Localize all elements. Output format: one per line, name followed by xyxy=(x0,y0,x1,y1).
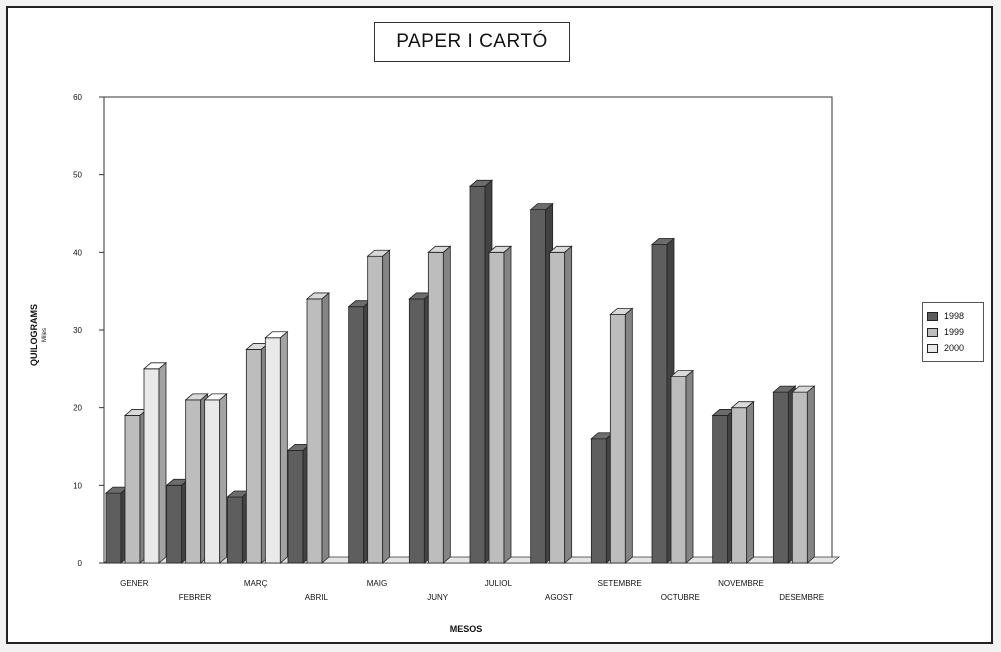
bar-face xyxy=(264,337,281,564)
bar-face xyxy=(712,415,729,564)
y-axis-sublabel: Miles xyxy=(42,328,48,342)
bar-side xyxy=(442,245,451,564)
bar-face xyxy=(408,298,425,564)
bar-face xyxy=(670,376,687,564)
legend-item: 2000 xyxy=(927,340,979,356)
bar xyxy=(548,245,573,564)
bar-face xyxy=(530,209,547,564)
bar-side xyxy=(321,292,330,564)
x-tick-label: JULIOL xyxy=(485,579,513,588)
bar-face xyxy=(488,251,505,564)
x-tick-label: NOVEMBRE xyxy=(718,579,764,588)
y-tick-label: 20 xyxy=(73,404,82,413)
legend-swatch-icon xyxy=(927,311,938,321)
x-axis-label: MESOS xyxy=(450,624,483,634)
y-tick-label: 40 xyxy=(73,248,82,257)
x-tick-label: FEBRER xyxy=(179,593,212,602)
x-tick-label: DESEMBRE xyxy=(779,593,824,602)
bar-face xyxy=(204,399,221,564)
legend-label: 1999 xyxy=(944,327,965,337)
bar-side xyxy=(279,330,288,564)
bar xyxy=(609,307,634,564)
bar-face xyxy=(124,415,141,564)
bar-face xyxy=(791,391,808,564)
bar-side xyxy=(382,249,391,564)
bar xyxy=(264,330,289,564)
bar xyxy=(650,237,676,564)
y-axis-label: QUILOGRAMS xyxy=(29,304,39,366)
legend-label: 2000 xyxy=(944,343,965,353)
bar xyxy=(669,369,695,564)
bar-side xyxy=(503,245,512,564)
bar-side xyxy=(806,385,815,564)
bar-side xyxy=(685,369,694,564)
y-tick-label: 30 xyxy=(73,326,82,335)
x-tick-label: SETEMBRE xyxy=(598,579,642,588)
bar-face xyxy=(287,449,304,564)
bar xyxy=(203,393,228,564)
bar-face xyxy=(427,251,444,564)
bar-side xyxy=(564,245,573,564)
bar xyxy=(730,400,755,564)
bar xyxy=(165,478,190,564)
bar-face xyxy=(549,251,566,564)
x-tick-label: JUNY xyxy=(427,593,449,602)
y-tick-label: 50 xyxy=(73,171,82,180)
bar xyxy=(487,245,513,564)
bar-face xyxy=(226,496,243,564)
x-tick-label: AGOST xyxy=(545,593,573,602)
legend-item: 1998 xyxy=(927,308,979,324)
bar-face xyxy=(731,407,748,564)
legend: 1998 1999 2000 xyxy=(922,302,984,362)
x-tick-label: ABRIL xyxy=(305,593,329,602)
y-tick-label: 0 xyxy=(78,559,83,568)
legend-item: 1999 xyxy=(927,324,979,340)
bar-side xyxy=(746,400,755,564)
bar-face xyxy=(185,399,202,564)
x-tick-label: OCTUBRE xyxy=(661,593,700,602)
x-tick-label: MARÇ xyxy=(244,579,268,588)
legend-label: 1998 xyxy=(944,311,965,321)
bar-face xyxy=(590,438,607,564)
bar-face xyxy=(367,255,384,564)
bar xyxy=(427,245,452,564)
bar-face xyxy=(306,298,323,564)
bar xyxy=(791,385,816,564)
bar xyxy=(305,292,331,564)
legend-swatch-icon xyxy=(927,327,938,337)
bar-side xyxy=(158,361,167,564)
bar-face xyxy=(651,244,668,564)
legend-swatch-icon xyxy=(927,343,938,353)
y-tick-label: 10 xyxy=(73,481,82,490)
y-tick-label: 60 xyxy=(73,93,82,102)
x-tick-label: MAIG xyxy=(367,579,387,588)
bar-face xyxy=(105,492,122,564)
bar xyxy=(366,249,391,564)
bar xyxy=(142,361,168,564)
bar-face xyxy=(143,368,160,564)
bar-face xyxy=(469,185,486,564)
bar-face xyxy=(609,314,626,564)
bar-face xyxy=(166,484,183,564)
x-tick-label: GENER xyxy=(120,579,149,588)
bar-face xyxy=(772,391,789,564)
bar-side xyxy=(624,307,633,564)
bar-face xyxy=(245,349,262,564)
bar-side xyxy=(219,393,228,564)
chart-title: PAPER I CARTÓ xyxy=(374,22,570,62)
bar-face xyxy=(348,306,365,564)
